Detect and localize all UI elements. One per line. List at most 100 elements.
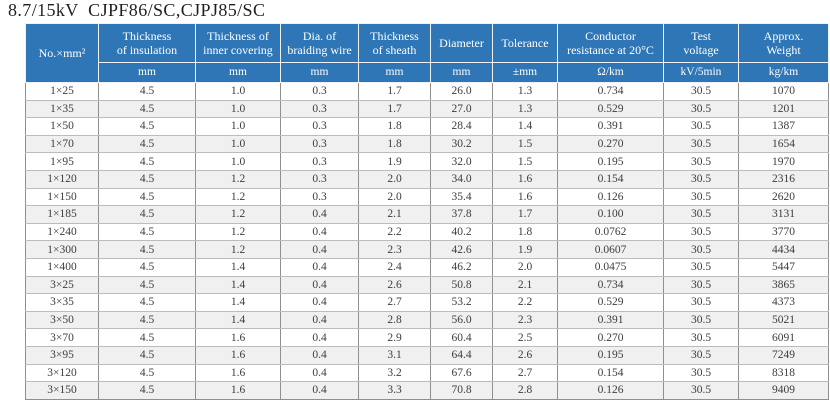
table-row: 3×35 4.5 1.4 0.4 2.7 53.2 2.2 0.529 30.5 4373 [25, 293, 829, 312]
col-header-insulation-thickness: Thickness of insulation [98, 23, 196, 63]
value-cell: 56.0 [430, 310, 493, 330]
value-cell: 4.5 [98, 117, 196, 136]
value-cell: 30.5 [663, 310, 739, 330]
value-cell: 30.5 [663, 381, 739, 400]
value-cell: 50.8 [430, 275, 493, 295]
value-cell: 2.4 [358, 257, 431, 277]
value-cell: 1.5 [492, 134, 558, 154]
value-cell: 4.5 [98, 205, 196, 224]
value-cell: 1.0 [195, 152, 281, 171]
value-cell: 1.6 [195, 345, 281, 365]
value-cell: 2.8 [358, 310, 431, 330]
value-cell: 1.3 [492, 82, 558, 101]
value-cell: 2.0 [358, 187, 431, 207]
row-label-cell: 1×150 [25, 187, 99, 207]
value-cell: 1.0 [195, 99, 281, 119]
value-cell: 28.4 [430, 117, 493, 136]
value-cell: 70.8 [430, 381, 493, 400]
value-cell: 4.5 [98, 134, 196, 154]
value-cell: 0.3 [280, 152, 359, 171]
col-header-no-mm2: No.×mm² [25, 23, 99, 83]
value-cell: 67.6 [430, 363, 493, 383]
table-row: 1×120 4.5 1.2 0.3 2.0 34.0 1.6 0.154 30.5 2316 [25, 169, 829, 189]
value-cell: 0.3 [280, 134, 359, 154]
value-cell: 2.0 [492, 257, 558, 277]
row-label-cell: 1×95 [25, 152, 99, 171]
value-cell: 2316 [738, 169, 829, 189]
col-header-conductor-resistance: Conductor resistance at 20°C [557, 23, 664, 63]
value-cell: 2.9 [358, 328, 431, 347]
value-cell: 4.5 [98, 345, 196, 365]
col-unit-insulation-thickness: mm [98, 62, 196, 83]
row-label-cell: 3×95 [25, 345, 99, 365]
value-cell: 1.0 [195, 134, 281, 154]
col-unit-tolerance: ±mm [492, 62, 558, 83]
row-label-cell: 1×50 [25, 117, 99, 136]
col-header-inner-covering-thickness: Thickness of inner covering [195, 23, 281, 63]
value-cell: 1.3 [492, 99, 558, 119]
value-cell: 1.8 [358, 117, 431, 136]
value-cell: 0.4 [280, 345, 359, 365]
value-cell: 4.5 [98, 257, 196, 277]
value-cell: 30.5 [663, 134, 739, 154]
value-cell: 0.154 [557, 169, 664, 189]
value-cell: 30.5 [663, 363, 739, 383]
value-cell: 1.4 [195, 293, 281, 312]
value-cell: 30.5 [663, 82, 739, 101]
value-cell: 1.9 [358, 152, 431, 171]
value-cell: 0.4 [280, 257, 359, 277]
table-row: 1×240 4.5 1.2 0.4 2.2 40.2 1.8 0.0762 30.5 3770 [25, 222, 829, 242]
value-cell: 0.4 [280, 222, 359, 242]
value-cell: 53.2 [430, 293, 493, 312]
value-cell: 42.6 [430, 240, 493, 259]
col-header-braiding-wire-dia: Dia. of braiding wire [280, 23, 359, 63]
value-cell: 1.7 [358, 99, 431, 119]
value-cell: 4.5 [98, 293, 196, 312]
value-cell: 35.4 [430, 187, 493, 207]
value-cell: 46.2 [430, 257, 493, 277]
value-cell: 0.195 [557, 345, 664, 365]
value-cell: 3.3 [358, 381, 431, 400]
value-cell: 4.5 [98, 82, 196, 101]
value-cell: 0.391 [557, 310, 664, 330]
table-row: 1×70 4.5 1.0 0.3 1.8 30.2 1.5 0.270 30.5 1654 [25, 134, 829, 154]
table-row: 1×300 4.5 1.2 0.4 2.3 42.6 1.9 0.0607 30.5 4434 [25, 240, 829, 259]
value-cell: 0.3 [280, 169, 359, 189]
row-label-cell: 3×70 [25, 328, 99, 347]
value-cell: 2.7 [492, 363, 558, 383]
col-unit-test-voltage: kV/5min [663, 62, 739, 83]
table-row: 3×120 4.5 1.6 0.4 3.2 67.6 2.7 0.154 30.5 8318 [25, 363, 829, 383]
value-cell: 30.5 [663, 187, 739, 207]
value-cell: 6091 [738, 328, 829, 347]
col-unit-braiding-wire-dia: mm [280, 62, 359, 83]
value-cell: 40.2 [430, 222, 493, 242]
value-cell: 0.3 [280, 99, 359, 119]
value-cell: 30.5 [663, 205, 739, 224]
value-cell: 34.0 [430, 169, 493, 189]
value-cell: 0.195 [557, 152, 664, 171]
value-cell: 4.5 [98, 328, 196, 347]
value-cell: 4.5 [98, 310, 196, 330]
value-cell: 26.0 [430, 82, 493, 101]
table-row: 1×400 4.5 1.4 0.4 2.4 46.2 2.0 0.0475 30.5 5447 [25, 257, 829, 277]
value-cell: 30.5 [663, 152, 739, 171]
table-row: 3×70 4.5 1.6 0.4 2.9 60.4 2.5 0.270 30.5 6091 [25, 328, 829, 347]
value-cell: 1.6 [195, 381, 281, 400]
value-cell: 1.6 [195, 363, 281, 383]
table-row: 1×185 4.5 1.2 0.4 2.1 37.8 1.7 0.100 30.5 3131 [25, 205, 829, 224]
value-cell: 4.5 [98, 240, 196, 259]
table-row: 1×25 4.5 1.0 0.3 1.7 26.0 1.3 0.734 30.5 1070 [25, 82, 829, 101]
value-cell: 0.4 [280, 363, 359, 383]
header-units-row: mm mm mm mm mm ±mm Ω/km kV/5min kg/km [26, 62, 829, 83]
value-cell: 2.1 [492, 275, 558, 295]
value-cell: 4434 [738, 240, 829, 259]
value-cell: 0.4 [280, 310, 359, 330]
row-label-cell: 1×240 [25, 222, 99, 242]
row-label-cell: 3×150 [25, 381, 99, 400]
value-cell: 2.0 [358, 169, 431, 189]
value-cell: 5447 [738, 257, 829, 277]
col-unit-conductor-resistance: Ω/km [557, 62, 664, 83]
table-row: 1×95 4.5 1.0 0.3 1.9 32.0 1.5 0.195 30.5 1970 [25, 152, 829, 171]
value-cell: 3.2 [358, 363, 431, 383]
row-label-cell: 3×35 [25, 293, 99, 312]
